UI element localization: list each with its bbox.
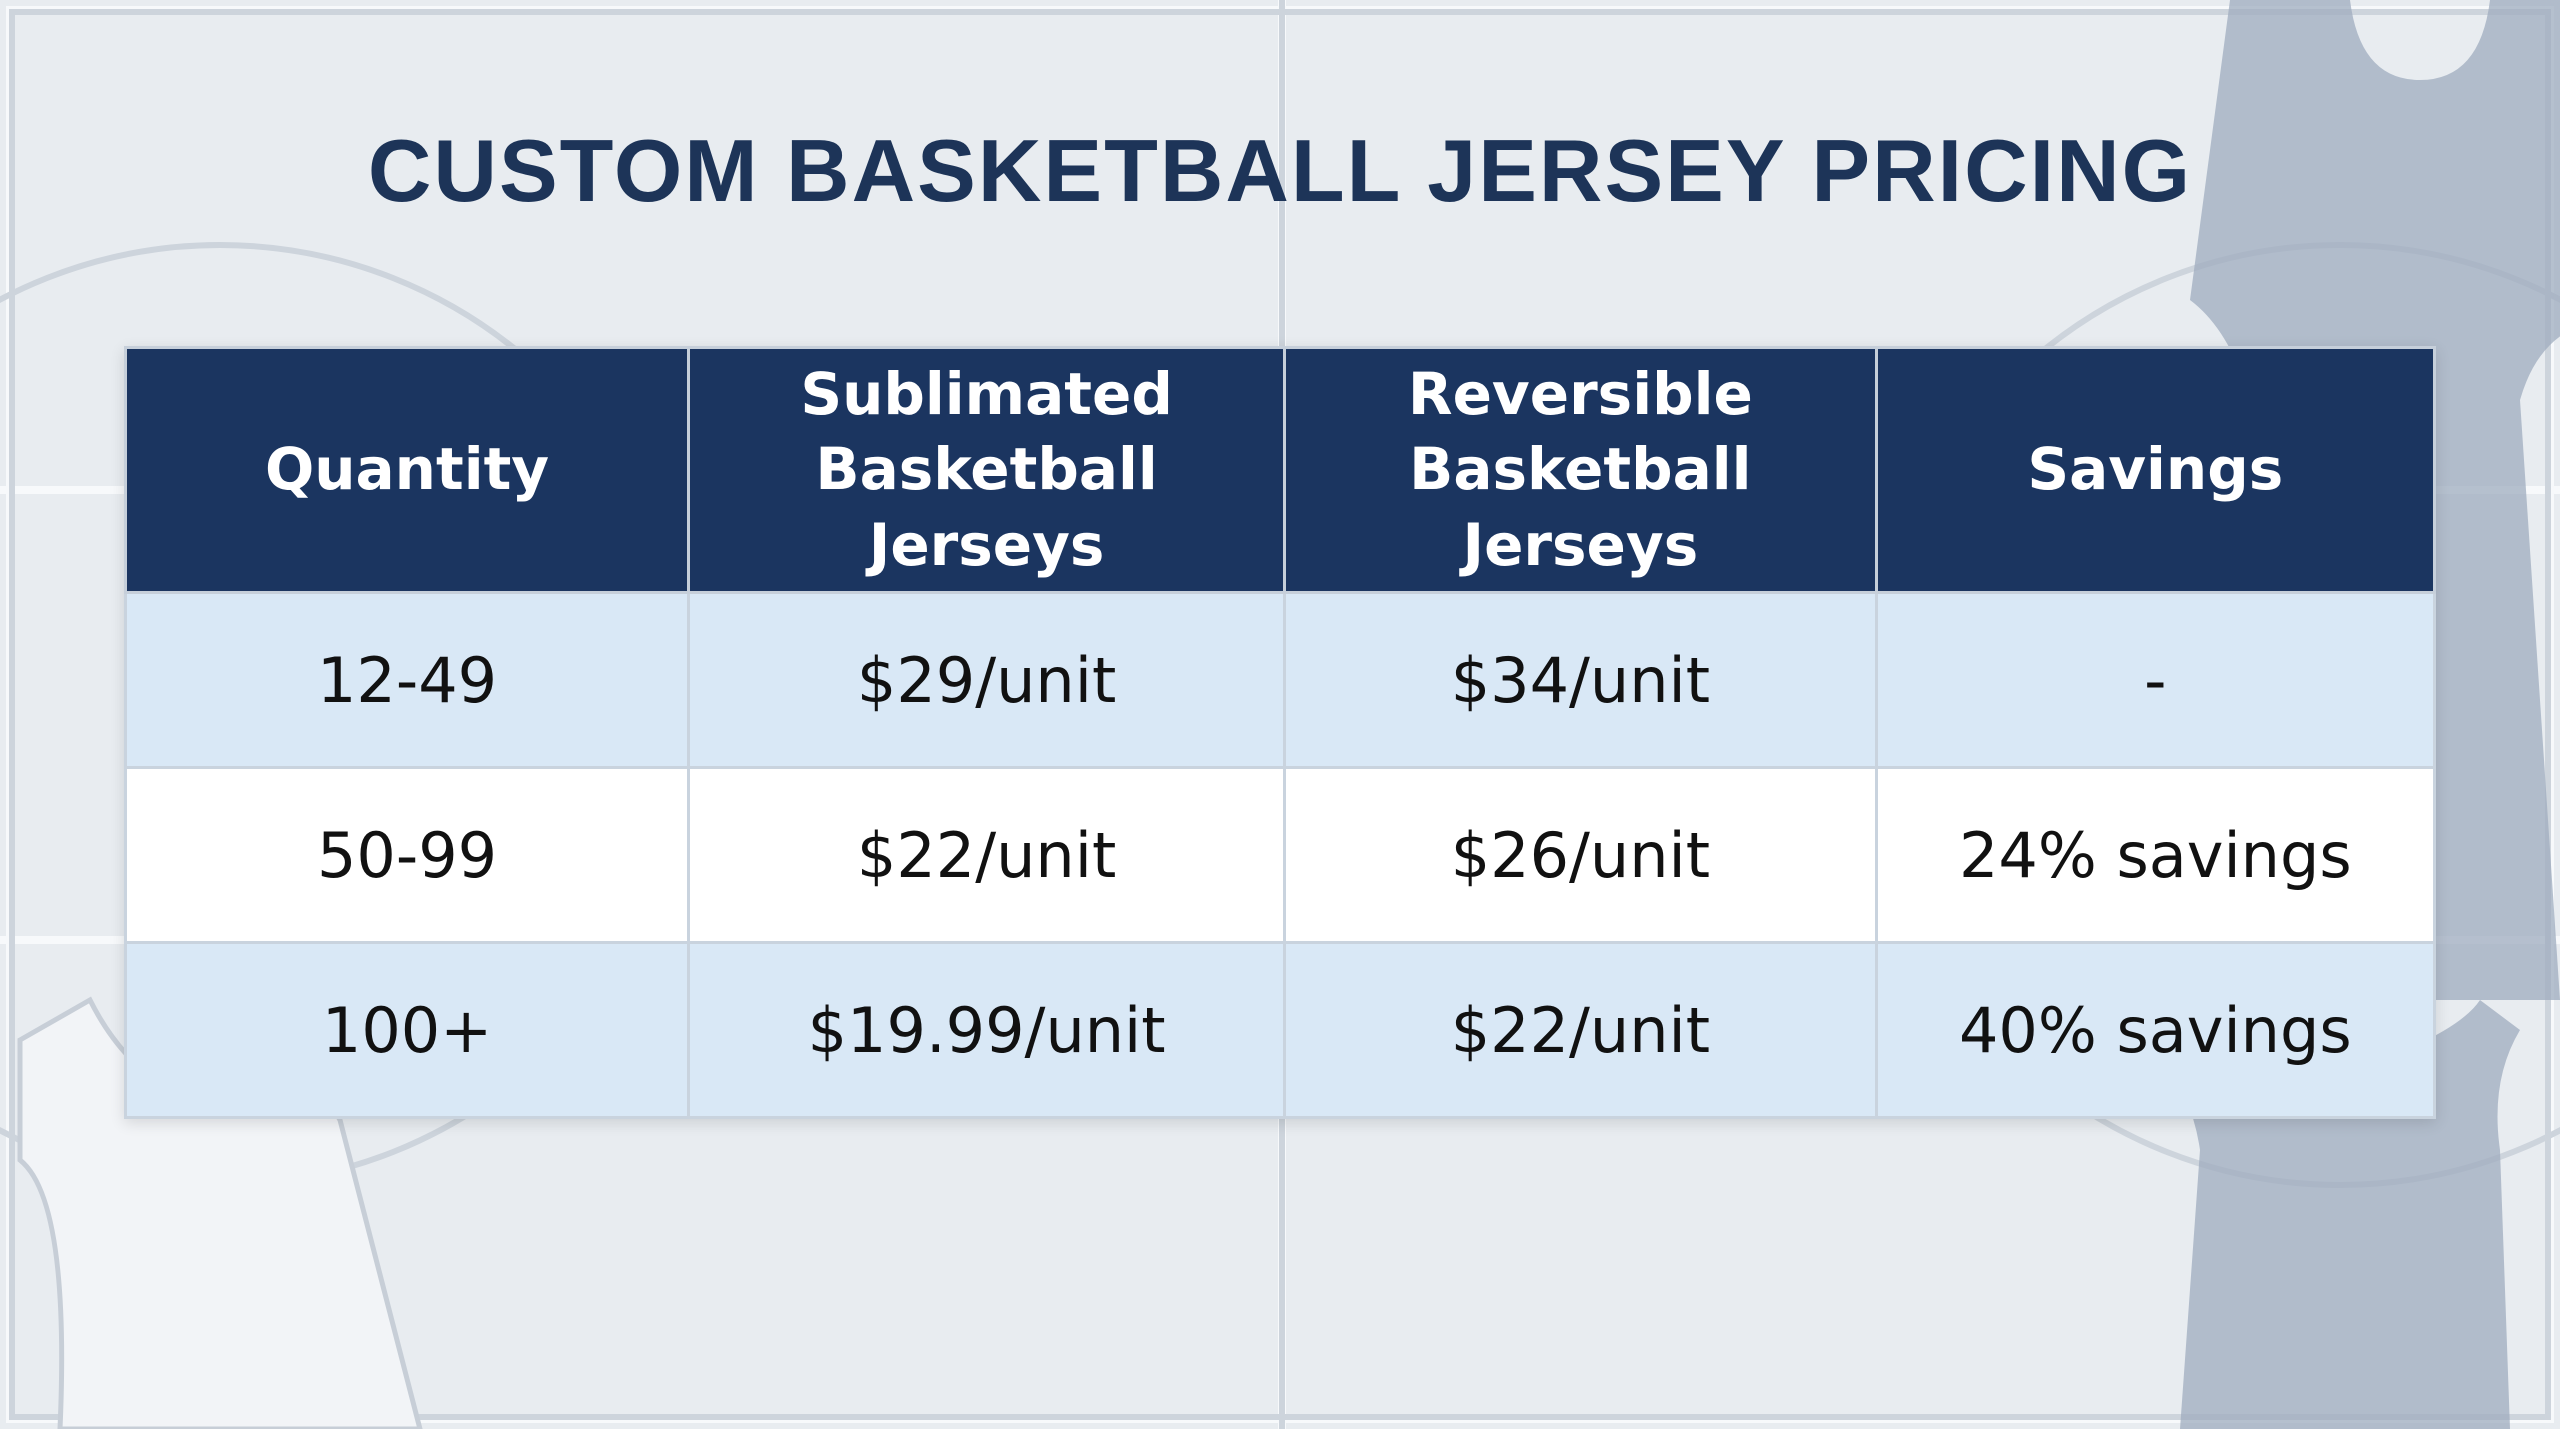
column-header: Quantity bbox=[123, 346, 691, 594]
table-cell: 24% savings bbox=[1874, 766, 2437, 944]
column-header: Savings bbox=[1874, 346, 2437, 594]
table-cell: 100+ bbox=[123, 941, 691, 1119]
page-title: CUSTOM BASKETBALL JERSEY PRICING bbox=[367, 121, 2193, 220]
table-cell: 40% savings bbox=[1874, 941, 2437, 1119]
column-header: Sublimated Basketball Jerseys bbox=[687, 346, 1287, 594]
pricing-table: Quantity Sublimated Basketball Jerseys R… bbox=[123, 346, 2437, 1119]
table-row: 12-49 $29/unit $34/unit - bbox=[123, 591, 2437, 769]
table-header: Quantity Sublimated Basketball Jerseys R… bbox=[123, 346, 2437, 594]
table-cell: $29/unit bbox=[687, 591, 1287, 769]
table-cell: 12-49 bbox=[123, 591, 691, 769]
table-row: 100+ $19.99/unit $22/unit 40% savings bbox=[123, 941, 2437, 1119]
table-cell: 50-99 bbox=[123, 766, 691, 944]
column-header: Reversible Basketball Jerseys bbox=[1283, 346, 1878, 594]
table-cell: $26/unit bbox=[1283, 766, 1878, 944]
table-cell: - bbox=[1874, 591, 2437, 769]
table-cell: $22/unit bbox=[1283, 941, 1878, 1119]
table-cell: $19.99/unit bbox=[687, 941, 1287, 1119]
table-row: 50-99 $22/unit $26/unit 24% savings bbox=[123, 766, 2437, 944]
table-cell: $22/unit bbox=[687, 766, 1287, 944]
table-cell: $34/unit bbox=[1283, 591, 1878, 769]
header-row: Quantity Sublimated Basketball Jerseys R… bbox=[123, 346, 2437, 594]
table-body: 12-49 $29/unit $34/unit -50-99 $22/unit $26/u… bbox=[123, 591, 2437, 1119]
